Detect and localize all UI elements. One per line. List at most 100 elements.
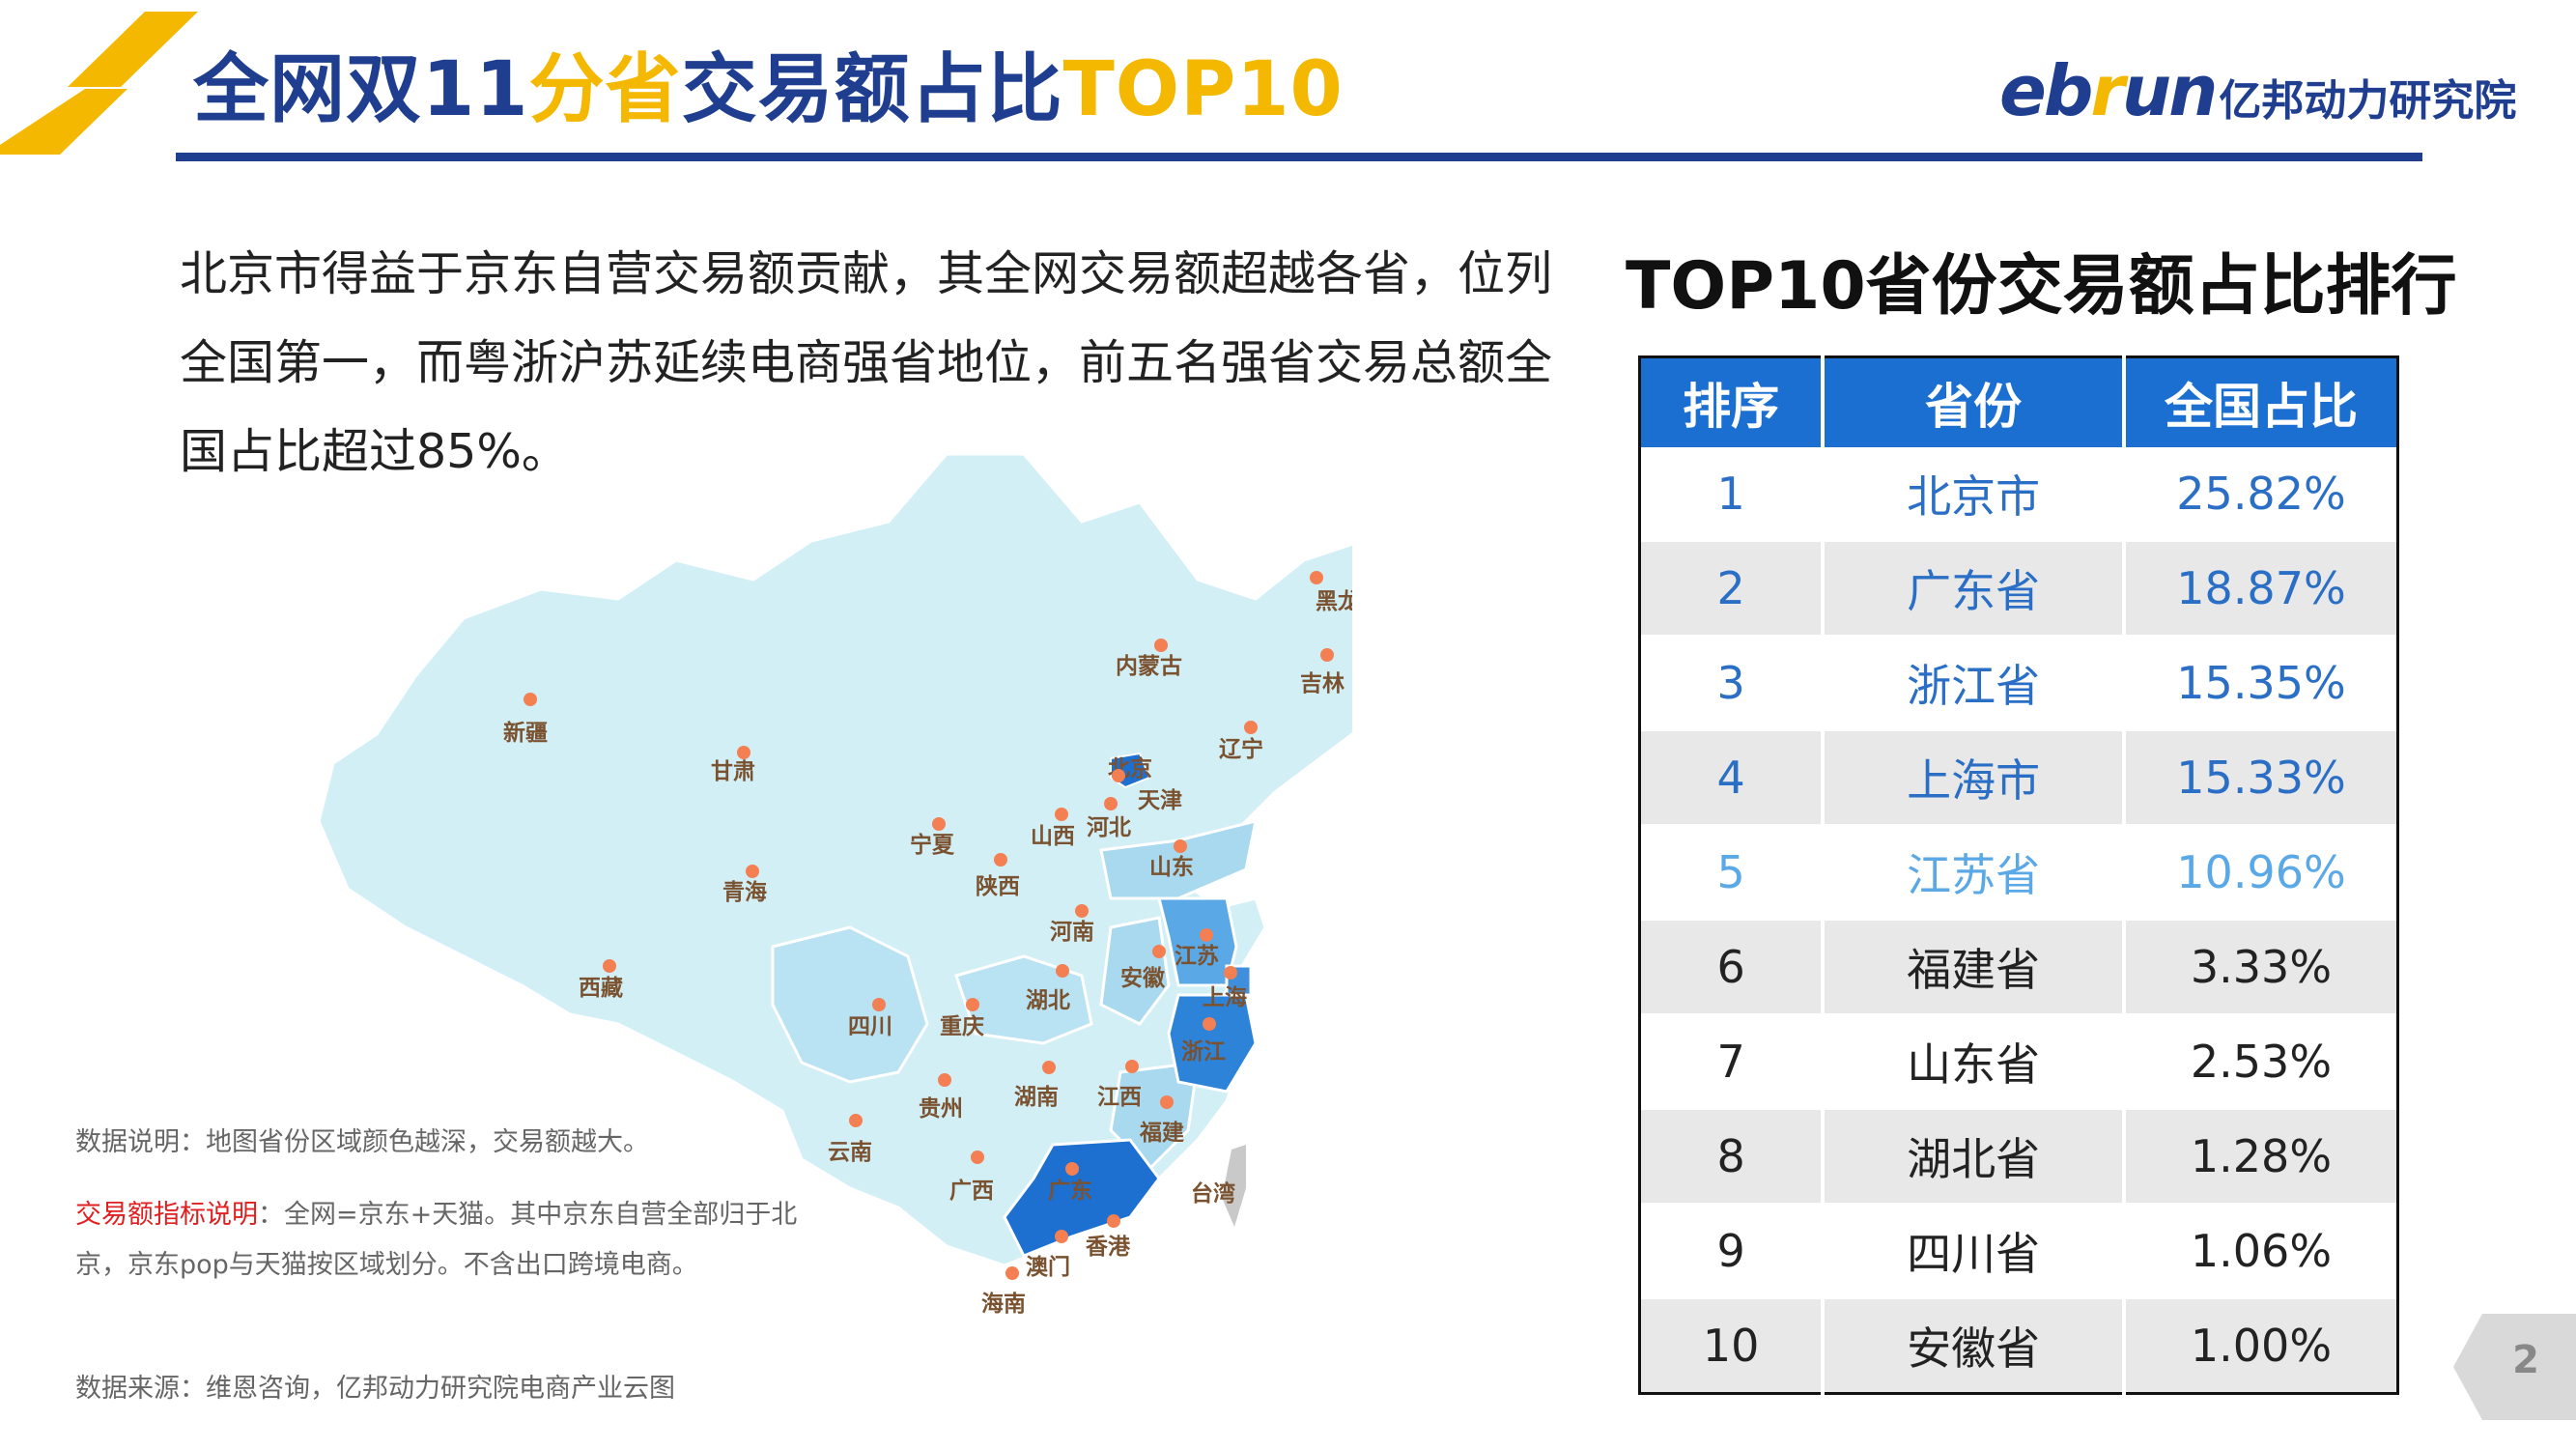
metric-note-label: 交易额指标说明 bbox=[75, 1200, 258, 1230]
table-row: 7 山东省 2.53% bbox=[1639, 1014, 2398, 1110]
title-part1: 全网双11 bbox=[193, 46, 529, 133]
map-label-guizhou: 贵州 bbox=[919, 1096, 963, 1122]
cell-rank: 2 bbox=[1639, 541, 1826, 637]
table-row: 9 四川省 1.06% bbox=[1639, 1204, 2398, 1299]
cell-province: 山东省 bbox=[1823, 1014, 2126, 1110]
map-label-shanxi: 山西 bbox=[1031, 824, 1075, 849]
brand-word-c: un bbox=[2121, 50, 2219, 131]
cell-share: 3.33% bbox=[2123, 920, 2398, 1015]
brand-logo: ebrun亿邦动力研究院 bbox=[1999, 50, 2516, 131]
header-slash-decoration bbox=[0, 12, 198, 155]
title-highlight2: TOP10 bbox=[1062, 46, 1344, 133]
map-label-taiwan: 台湾 bbox=[1191, 1180, 1235, 1207]
map-label-aomen: 澳门 bbox=[1026, 1254, 1070, 1280]
map-label-guangdong: 广东 bbox=[1048, 1178, 1092, 1204]
map-label-xinjiang: 新疆 bbox=[503, 720, 548, 746]
map-label-anhui: 安徽 bbox=[1120, 965, 1166, 991]
cell-province: 安徽省 bbox=[1823, 1298, 2126, 1395]
title-highlight: 分省 bbox=[528, 46, 682, 133]
map-label-yunnan: 云南 bbox=[828, 1140, 872, 1165]
header-rank: 排序 bbox=[1639, 356, 1826, 447]
metric-note: 交易额指标说明：全网=京东+天猫。其中京东自营全部归于北京，京东pop与天猫按区… bbox=[75, 1190, 809, 1291]
map-label-hebei: 河北 bbox=[1087, 815, 1131, 840]
data-note: 数据说明：地图省份区域颜色越深，交易额越大。 bbox=[75, 1127, 649, 1157]
cell-province: 四川省 bbox=[1823, 1204, 2126, 1299]
header-province: 省份 bbox=[1823, 356, 2126, 447]
summary-paragraph: 北京市得益于京东自营交易额贡献，其全网交易额超越各省，位列全国第一，而粤浙沪苏延… bbox=[180, 246, 1553, 479]
table-row: 6 福建省 3.33% bbox=[1639, 920, 2398, 1015]
table-row: 2 广东省 18.87% bbox=[1639, 541, 2398, 637]
cell-share: 18.87% bbox=[2123, 541, 2398, 637]
map-label-fujian: 福建 bbox=[1139, 1121, 1184, 1146]
table-header-row: 排序 省份 全国占比 bbox=[1639, 356, 2398, 447]
header-share: 全国占比 bbox=[2123, 356, 2398, 447]
cell-province: 北京市 bbox=[1823, 447, 2126, 542]
map-region-hubei bbox=[954, 954, 1093, 1045]
brand-word-b: r bbox=[2090, 50, 2124, 131]
cell-province: 湖北省 bbox=[1823, 1109, 2126, 1205]
map-label-jiangxi: 江西 bbox=[1097, 1085, 1142, 1110]
map-base-shape bbox=[317, 452, 1352, 1267]
map-label-hunan: 湖南 bbox=[1014, 1085, 1059, 1110]
source-note: 数据来源：维恩咨询，亿邦动力研究院电商产业云图 bbox=[75, 1374, 675, 1404]
map-label-jilin: 吉林 bbox=[1300, 670, 1345, 696]
cell-share: 25.82% bbox=[2123, 447, 2398, 542]
cell-province: 上海市 bbox=[1823, 730, 2126, 826]
cell-rank: 8 bbox=[1639, 1109, 1826, 1205]
cell-province: 江苏省 bbox=[1823, 825, 2126, 921]
cell-share: 15.35% bbox=[2123, 636, 2398, 731]
cell-rank: 3 bbox=[1639, 636, 1826, 731]
map-region-zhejiang bbox=[1167, 993, 1258, 1094]
map-label-xizang: 西藏 bbox=[579, 976, 623, 1001]
cell-province: 浙江省 bbox=[1823, 636, 2126, 731]
table-title: TOP10省份交易额占比排行 bbox=[1626, 248, 2457, 325]
map-label-qinghai: 青海 bbox=[722, 879, 767, 905]
map-label-hubei: 湖北 bbox=[1026, 988, 1070, 1013]
map-region-guangdong bbox=[1003, 1138, 1161, 1258]
map-label-shaanxi: 陕西 bbox=[976, 873, 1020, 899]
cell-share: 15.33% bbox=[2123, 730, 2398, 826]
map-label-liaoning: 辽宁 bbox=[1219, 736, 1263, 762]
ranking-table: 排序 省份 全国占比 1 北京市 25.82% 2 广东省 18.87% 3 浙江省 15.… bbox=[1638, 355, 2399, 1395]
page-title: 全网双11分省交易额占比TOP10 bbox=[193, 29, 1344, 137]
cell-share: 2.53% bbox=[2123, 1014, 2398, 1110]
map-label-jiangsu: 江苏 bbox=[1175, 944, 1219, 969]
cell-share: 1.00% bbox=[2123, 1298, 2398, 1395]
cell-rank: 1 bbox=[1639, 447, 1826, 542]
cell-rank: 9 bbox=[1639, 1204, 1826, 1299]
table-row: 8 湖北省 1.28% bbox=[1639, 1109, 2398, 1205]
map-label-heilongjiang: 黑龙江 bbox=[1316, 589, 1352, 614]
cell-share: 1.06% bbox=[2123, 1204, 2398, 1299]
china-province-map: 黑龙江 内蒙古 吉林 新疆 辽宁 甘肃 北京 天津 宁夏 山西 河北 山东 青海… bbox=[317, 452, 1352, 1317]
table-row: 1 北京市 25.82% bbox=[1639, 447, 2398, 542]
cell-share: 10.96% bbox=[2123, 825, 2398, 921]
map-region-sichuan bbox=[771, 925, 929, 1084]
cell-rank: 5 bbox=[1639, 825, 1826, 921]
map-region-anhui bbox=[1099, 916, 1171, 1026]
table-row: 4 上海市 15.33% bbox=[1639, 730, 2398, 826]
map-label-tianjin: 天津 bbox=[1138, 787, 1182, 813]
page-number: 2 bbox=[2512, 1338, 2539, 1382]
map-label-guangxi: 广西 bbox=[949, 1178, 994, 1204]
metric-note-text: ：全网=京东+天猫。其中京东自营全部归于北京，京东pop与天猫按区域划分。不含出… bbox=[75, 1200, 798, 1280]
map-label-chongqing: 重庆 bbox=[940, 1013, 984, 1039]
map-label-shanghai: 上海 bbox=[1203, 984, 1247, 1010]
brand-wordmark: ebrun bbox=[1999, 50, 2219, 131]
province-labels: 黑龙江 内蒙古 吉林 新疆 辽宁 甘肃 北京 天津 宁夏 山西 河北 山东 青海… bbox=[503, 571, 1352, 1317]
map-label-gansu: 甘肃 bbox=[711, 759, 755, 784]
cell-share: 1.28% bbox=[2123, 1109, 2398, 1205]
table-row: 3 浙江省 15.35% bbox=[1639, 636, 2398, 731]
cell-rank: 10 bbox=[1639, 1298, 1826, 1395]
table-row: 5 江苏省 10.96% bbox=[1639, 825, 2398, 921]
map-region-taiwan bbox=[1222, 1145, 1246, 1227]
map-label-hainan: 海南 bbox=[981, 1291, 1026, 1317]
map-label-ningxia: 宁夏 bbox=[910, 832, 955, 858]
map-label-sichuan: 四川 bbox=[848, 1014, 892, 1039]
map-label-neimenggu: 内蒙古 bbox=[1116, 654, 1182, 679]
map-label-xianggang: 香港 bbox=[1086, 1235, 1131, 1260]
page-number-badge bbox=[2453, 1314, 2576, 1420]
table-row: 10 安徽省 1.00% bbox=[1639, 1298, 2398, 1395]
cell-rank: 4 bbox=[1639, 730, 1826, 826]
cell-rank: 6 bbox=[1639, 920, 1826, 1015]
cell-rank: 7 bbox=[1639, 1014, 1826, 1110]
